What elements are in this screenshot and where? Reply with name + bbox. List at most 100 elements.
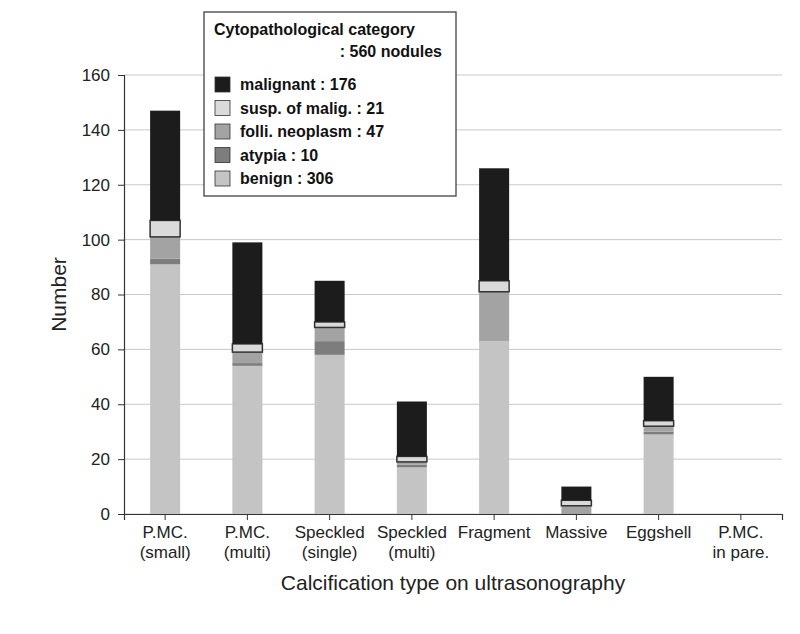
y-tick-label: 160 [82,66,110,85]
bar-segment [397,456,427,461]
y-tick: 80 [91,285,124,304]
y-tick-label: 0 [101,505,110,524]
x-axis-line [125,515,783,521]
bar-segment [150,259,180,264]
y-tick: 40 [91,395,124,414]
legend-swatch [215,77,230,92]
legend-label: folli. neoplasm : 47 [240,123,384,140]
y-tick-label: 100 [82,231,110,250]
x-tick-label: Fragment [458,523,531,542]
y-tick: 140 [82,121,124,140]
x-tick: P.MC.(small) [140,514,191,562]
x-tick-label-line: (small) [140,543,191,562]
bar-segment [397,402,427,457]
x-tick-mark [658,514,659,520]
y-axis-line [118,76,125,515]
bar-segment [232,352,262,363]
bar-segment [315,341,345,355]
x-tick-mark [165,514,166,520]
y-tick: 20 [91,450,124,469]
grid-line [124,294,782,295]
x-tick-label: Speckled(multi) [377,523,447,562]
bar-segment [232,366,262,514]
x-tick-mark [494,514,495,520]
y-tick: 160 [82,66,124,85]
grid-line [124,459,782,460]
legend-swatch [215,101,230,116]
y-tick-label: 20 [91,450,110,469]
x-tick: Speckled(multi) [377,514,447,562]
y-axis: 0 20 40 60 80 100 120 140 160 [82,66,125,524]
legend-swatch [215,124,230,139]
x-tick-label-line: in pare. [713,543,770,562]
bar-segment [315,327,345,341]
bar-segment [561,506,591,514]
bar-segment [397,465,427,468]
bar-segment [479,281,509,292]
y-tick: 60 [91,340,124,359]
x-tick: Eggshell [626,514,691,542]
y-tick-label: 120 [82,176,110,195]
bar-segment [726,513,756,514]
bar-segment [150,237,180,259]
x-tick-label-line: Massive [545,523,607,542]
x-tick-label-line: (multi) [224,543,271,562]
grid-line [124,404,782,405]
bar-segment [644,421,674,426]
legend-swatch [215,171,230,186]
x-tick-label: P.MC.(small) [140,523,191,562]
legend-title: : 560 nodules [340,43,442,60]
x-tick-label: Massive [545,523,607,542]
x-axis: P.MC.(small)P.MC.(multi)Speckled(single)… [125,514,783,562]
y-tick-label: 80 [91,285,110,304]
x-tick-label-line: P.MC. [718,523,763,542]
x-tick-mark [576,514,577,520]
y-tick-mark [118,349,124,350]
x-tick: Fragment [458,514,531,542]
y-tick-mark [118,185,124,186]
y-tick-mark [118,75,124,76]
bar-segment [644,426,674,431]
y-tick-label: 40 [91,395,110,414]
y-tick: 100 [82,231,124,250]
bar-segment [644,434,674,514]
legend-label: benign : 306 [240,170,333,187]
x-tick: P.MC.in pare. [713,514,770,562]
x-tick-label: Speckled(single) [295,523,365,562]
grid-line [124,349,782,350]
x-tick: P.MC.(multi) [224,514,271,562]
x-axis-title: Calcification type on ultrasonography [281,571,626,594]
bar-segment [561,487,591,501]
legend-label: atypia : 10 [240,147,318,164]
bar-segment [479,292,509,341]
x-tick: Speckled(single) [295,514,365,562]
y-tick-mark [118,130,124,131]
grid-line [124,239,782,240]
bar-segment [232,242,262,344]
y-tick-mark [118,240,124,241]
bar-segment [479,341,509,514]
x-tick-label-line: Fragment [458,523,531,542]
y-tick-label: 60 [91,340,110,359]
y-tick-mark [118,459,124,460]
chart: 020406080100120140160P.MC.(small)P.MC.(m… [0,0,800,634]
bar-segment [644,377,674,421]
x-tick-label: Eggshell [626,523,691,542]
y-tick-mark [118,514,124,515]
x-tick-label-line: P.MC. [143,523,188,542]
x-tick-label-line: P.MC. [225,523,270,542]
legend-swatch [215,148,230,163]
y-tick-mark [118,295,124,296]
x-tick-label: P.MC.(multi) [224,523,271,562]
bar-segment [315,281,345,322]
x-tick-label-line: Speckled [295,523,365,542]
bar-segment [397,467,427,514]
bar-segment [561,500,591,505]
legend-title: Cytopathological category [214,21,415,38]
y-tick-mark [118,404,124,405]
y-tick: 120 [82,176,124,195]
bar-segment [315,355,345,514]
bar-segment [150,220,180,236]
x-tick-mark [740,514,741,520]
legend-box [204,12,456,196]
